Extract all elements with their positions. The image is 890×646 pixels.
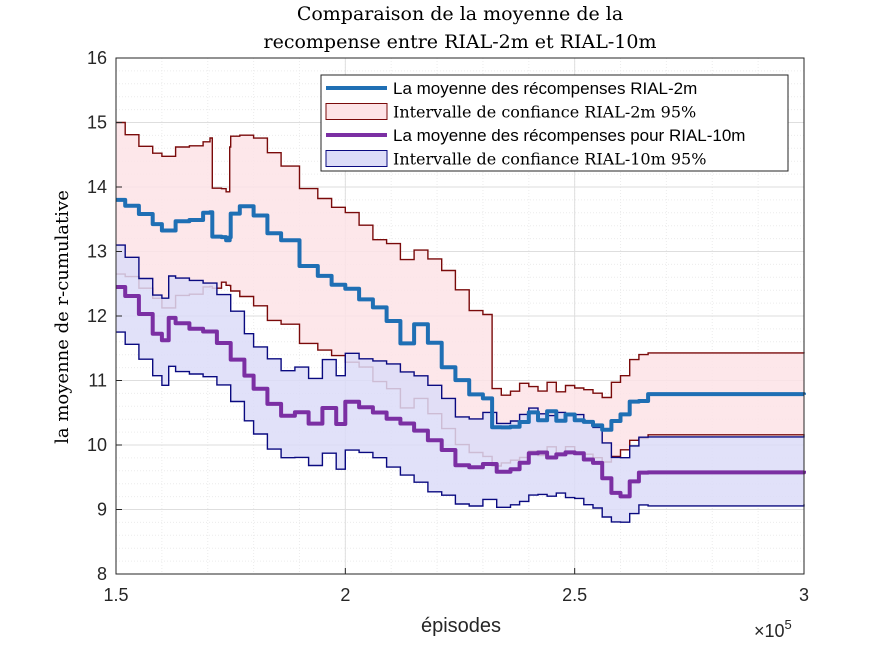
y-tick-label: 10 bbox=[87, 435, 107, 455]
chart-title-line-1: Comparaison de la moyenne de la bbox=[297, 3, 623, 25]
y-tick-label: 9 bbox=[97, 500, 107, 520]
x-axis-ticks: 1.5 2 2.5 3 bbox=[103, 568, 809, 605]
x-tick-label: 2 bbox=[340, 585, 350, 605]
legend-patch-swatch bbox=[325, 150, 388, 167]
legend: La moyenne des récompenses RIAL-2m Interv… bbox=[320, 74, 789, 172]
x-exponent-power: 5 bbox=[785, 617, 792, 632]
legend-entry-label: La moyenne des récompenses RIAL-2m bbox=[393, 79, 697, 98]
ci-band-rial-2m bbox=[116, 122, 804, 466]
y-tick-label: 15 bbox=[87, 113, 107, 133]
y-axis-ticks: 8 9 10 11 12 13 14 15 16 bbox=[87, 48, 122, 584]
confidence-bands bbox=[116, 121, 805, 523]
y-tick-label: 12 bbox=[87, 306, 107, 326]
ci-lower-rial-10m bbox=[116, 331, 805, 523]
legend-entry-label: Intervalle de confiance RIAL-2m 95% bbox=[393, 103, 696, 122]
series-lines bbox=[116, 197, 806, 499]
x-tick-label: 2.5 bbox=[562, 585, 587, 605]
y-axis-label: la moyenne de r-cumulative bbox=[52, 190, 73, 444]
ci-band-rial-10m bbox=[116, 245, 804, 523]
chart-title-line-2: recompense entre RIAL-2m et RIAL-10m bbox=[264, 31, 657, 53]
x-tick-label: 3 bbox=[799, 585, 809, 605]
ci-upper-rial-2m bbox=[116, 121, 805, 399]
legend-box bbox=[320, 74, 789, 172]
y-tick-label: 16 bbox=[87, 48, 107, 68]
mean-line-rial-10m bbox=[116, 285, 806, 499]
y-tick-label: 8 bbox=[97, 564, 107, 584]
x-tick-label: 1.5 bbox=[103, 585, 128, 605]
mean-line-rial-2m bbox=[116, 197, 806, 432]
y-tick-label: 11 bbox=[88, 371, 107, 391]
y-tick-label: 13 bbox=[87, 242, 107, 262]
legend-entry-label: Intervalle de confiance RIAL-10m 95% bbox=[393, 150, 706, 169]
x-exponent-base: ×10 bbox=[754, 621, 785, 641]
y-tick-label: 14 bbox=[87, 177, 107, 197]
svg-text:×105: ×105 bbox=[754, 617, 792, 641]
legend-entry-label: La moyenne des récompenses pour RIAL-10m bbox=[393, 126, 745, 145]
legend-patch-swatch bbox=[325, 103, 388, 120]
x-axis-label: épisodes bbox=[421, 615, 501, 637]
x-exponent-label: ×105 bbox=[754, 617, 792, 641]
